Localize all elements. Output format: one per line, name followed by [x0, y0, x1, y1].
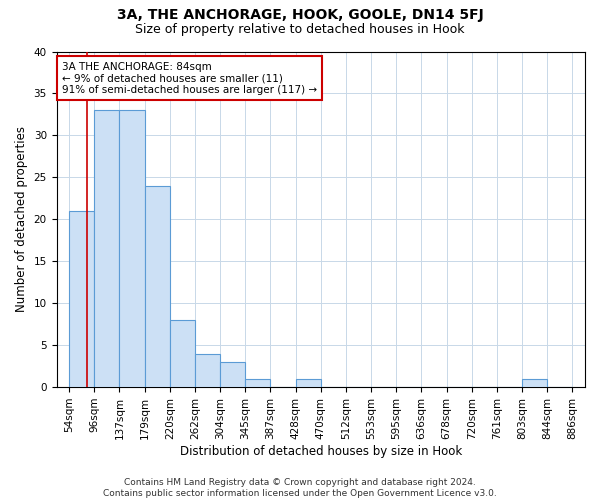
- X-axis label: Distribution of detached houses by size in Hook: Distribution of detached houses by size …: [179, 444, 462, 458]
- Bar: [94, 110, 119, 387]
- Text: 3A, THE ANCHORAGE, HOOK, GOOLE, DN14 5FJ: 3A, THE ANCHORAGE, HOOK, GOOLE, DN14 5FJ: [116, 8, 484, 22]
- Bar: [170, 320, 195, 387]
- Text: 3A THE ANCHORAGE: 84sqm
← 9% of detached houses are smaller (11)
91% of semi-det: 3A THE ANCHORAGE: 84sqm ← 9% of detached…: [62, 62, 317, 95]
- Text: Contains HM Land Registry data © Crown copyright and database right 2024.
Contai: Contains HM Land Registry data © Crown c…: [103, 478, 497, 498]
- Bar: [119, 110, 145, 387]
- Bar: [69, 211, 94, 387]
- Bar: [245, 378, 271, 387]
- Bar: [145, 186, 170, 387]
- Text: Size of property relative to detached houses in Hook: Size of property relative to detached ho…: [135, 22, 465, 36]
- Bar: [522, 378, 547, 387]
- Bar: [195, 354, 220, 387]
- Bar: [296, 378, 321, 387]
- Bar: [220, 362, 245, 387]
- Y-axis label: Number of detached properties: Number of detached properties: [15, 126, 28, 312]
